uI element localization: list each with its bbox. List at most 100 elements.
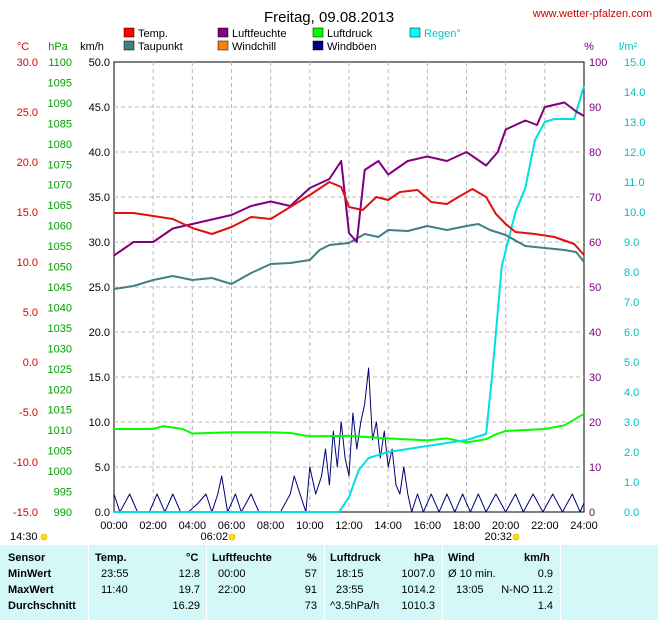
wind-axis-unit: km/h bbox=[80, 41, 104, 53]
avg-label: Durchschnitt bbox=[8, 600, 76, 612]
wind-tick-label: 50.0 bbox=[89, 57, 110, 69]
wind-tick-label: 25.0 bbox=[89, 282, 110, 294]
sun-icon bbox=[228, 533, 236, 541]
rain-tick-label: 2.0 bbox=[624, 447, 639, 459]
humidity-tick-label: 80 bbox=[589, 147, 601, 159]
rain-tick-label: 15.0 bbox=[624, 57, 645, 69]
pressure-tick-label: 1015 bbox=[48, 405, 72, 417]
legend-swatch bbox=[123, 40, 135, 51]
series-line-windböen bbox=[113, 367, 585, 513]
humidity-tick-label: 20 bbox=[589, 417, 601, 429]
humidity-tick-label: 90 bbox=[589, 102, 601, 114]
rain-tick-label: 0.0 bbox=[624, 507, 639, 519]
x-tick-label: 00:00 bbox=[100, 520, 128, 532]
max-wind-time: 13:05 bbox=[456, 584, 484, 596]
min-temp: 12.8 bbox=[178, 568, 200, 580]
x-tick-label: 10:00 bbox=[296, 520, 324, 532]
pressure-unit: hPa bbox=[414, 552, 435, 564]
rain-tick-label: 10.0 bbox=[624, 207, 645, 219]
rain-tick-label: 12.0 bbox=[624, 147, 645, 159]
x-tick-label: 12:00 bbox=[335, 520, 363, 532]
sun-markers: 14:30 06:02 20:32 bbox=[10, 531, 520, 543]
min-label: MinWert bbox=[8, 568, 52, 580]
wind-tick-label: 35.0 bbox=[89, 192, 110, 204]
temp-tick-label: -15.0 bbox=[13, 507, 38, 519]
rain-tick-label: 13.0 bbox=[624, 117, 645, 129]
sun-marker-label: 06:02 bbox=[201, 531, 229, 543]
col-divider bbox=[88, 545, 89, 620]
pressure-tick-label: 995 bbox=[54, 487, 72, 499]
pressure-header: Luftdruck bbox=[330, 552, 381, 564]
wind-tick-label: 45.0 bbox=[89, 102, 110, 114]
humidity-unit: % bbox=[307, 552, 317, 564]
pressure-tick-label: 1095 bbox=[48, 77, 72, 89]
max-wind: N-NO 11.2 bbox=[501, 584, 553, 596]
min-wind-label: Ø 10 min. bbox=[448, 568, 496, 580]
max-press-time: 23:55 bbox=[336, 584, 364, 596]
wind-tick-label: 5.0 bbox=[95, 462, 110, 474]
sun-marker-label: 20:32 bbox=[485, 531, 513, 543]
legend-label: Luftdruck bbox=[327, 28, 373, 40]
avg-hum: 73 bbox=[304, 600, 317, 612]
series-line-taupunkt bbox=[113, 223, 585, 290]
rain-axis-unit: l/m² bbox=[619, 41, 638, 53]
temp-tick-label: 0.0 bbox=[23, 357, 38, 369]
legend-swatch bbox=[217, 27, 229, 38]
legend-label: Taupunkt bbox=[138, 41, 183, 53]
pressure-tick-label: 1020 bbox=[48, 384, 72, 396]
x-tick-label: 06:00 bbox=[218, 520, 246, 532]
temp-unit: °C bbox=[186, 552, 199, 564]
humidity-tick-label: 10 bbox=[589, 462, 601, 474]
pressure-tick-label: 1010 bbox=[48, 425, 72, 437]
pressure-tick-label: 1035 bbox=[48, 323, 72, 335]
pressure-tick-label: 1050 bbox=[48, 262, 72, 274]
min-hum: 57 bbox=[304, 568, 317, 580]
pressure-tick-label: 1080 bbox=[48, 139, 72, 151]
avg-wind: 1.4 bbox=[537, 600, 553, 612]
humidity-tick-label: 30 bbox=[589, 372, 601, 384]
grid bbox=[114, 62, 584, 512]
legend-label: Regen° bbox=[424, 28, 461, 40]
x-tick-label: 24:00 bbox=[570, 520, 598, 532]
x-tick-label: 02:00 bbox=[139, 520, 167, 532]
x-tick-label: 16:00 bbox=[414, 520, 442, 532]
series-line-temp bbox=[114, 181, 585, 256]
min-wind: 0.9 bbox=[537, 568, 553, 580]
temp-tick-label: 25.0 bbox=[17, 107, 38, 119]
site-url[interactable]: www.wetter-pfalzen.com bbox=[532, 8, 652, 20]
sun-icon bbox=[40, 533, 48, 541]
legend-swatch bbox=[312, 40, 324, 51]
rain-tick-label: 5.0 bbox=[624, 357, 639, 369]
pressure-tick-label: 1005 bbox=[48, 446, 72, 458]
x-tick-label: 18:00 bbox=[453, 520, 481, 532]
humidity-tick-label: 70 bbox=[589, 192, 601, 204]
rain-tick-label: 11.0 bbox=[624, 177, 645, 189]
x-tick-label: 04:00 bbox=[179, 520, 207, 532]
rain-tick-label: 6.0 bbox=[624, 327, 639, 339]
temp-header: Temp. bbox=[95, 552, 127, 564]
stats-avg-row: Durchschnitt 16.29 73 ^3.5hPa/h 1010.3 1… bbox=[0, 600, 658, 617]
pressure-tick-label: 1025 bbox=[48, 364, 72, 376]
rain-tick-label: 4.0 bbox=[624, 387, 639, 399]
sensor-header: Sensor bbox=[8, 552, 46, 564]
series-line-luftdruck bbox=[114, 412, 585, 444]
min-hum-time: 00:00 bbox=[218, 568, 246, 580]
pressure-tick-label: 1090 bbox=[48, 98, 72, 110]
temp-tick-label: 20.0 bbox=[17, 157, 38, 169]
col-divider bbox=[206, 545, 207, 620]
pressure-tick-label: 1000 bbox=[48, 466, 72, 478]
wind-tick-label: 10.0 bbox=[89, 417, 110, 429]
humidity-tick-label: 40 bbox=[589, 327, 601, 339]
max-press: 1014.2 bbox=[401, 584, 435, 596]
x-tick-label: 20:00 bbox=[492, 520, 520, 532]
max-label: MaxWert bbox=[8, 584, 54, 596]
temp-tick-label: 30.0 bbox=[17, 57, 38, 69]
x-tick-label: 22:00 bbox=[531, 520, 559, 532]
pressure-tick-label: 1085 bbox=[48, 118, 72, 130]
max-hum: 91 bbox=[304, 584, 317, 596]
legend-label: Windchill bbox=[232, 41, 276, 53]
rain-tick-label: 7.0 bbox=[624, 297, 639, 309]
pressure-tick-label: 1075 bbox=[48, 159, 72, 171]
wind-tick-label: 15.0 bbox=[89, 372, 110, 384]
series-line-luftfeuchte bbox=[113, 101, 585, 257]
